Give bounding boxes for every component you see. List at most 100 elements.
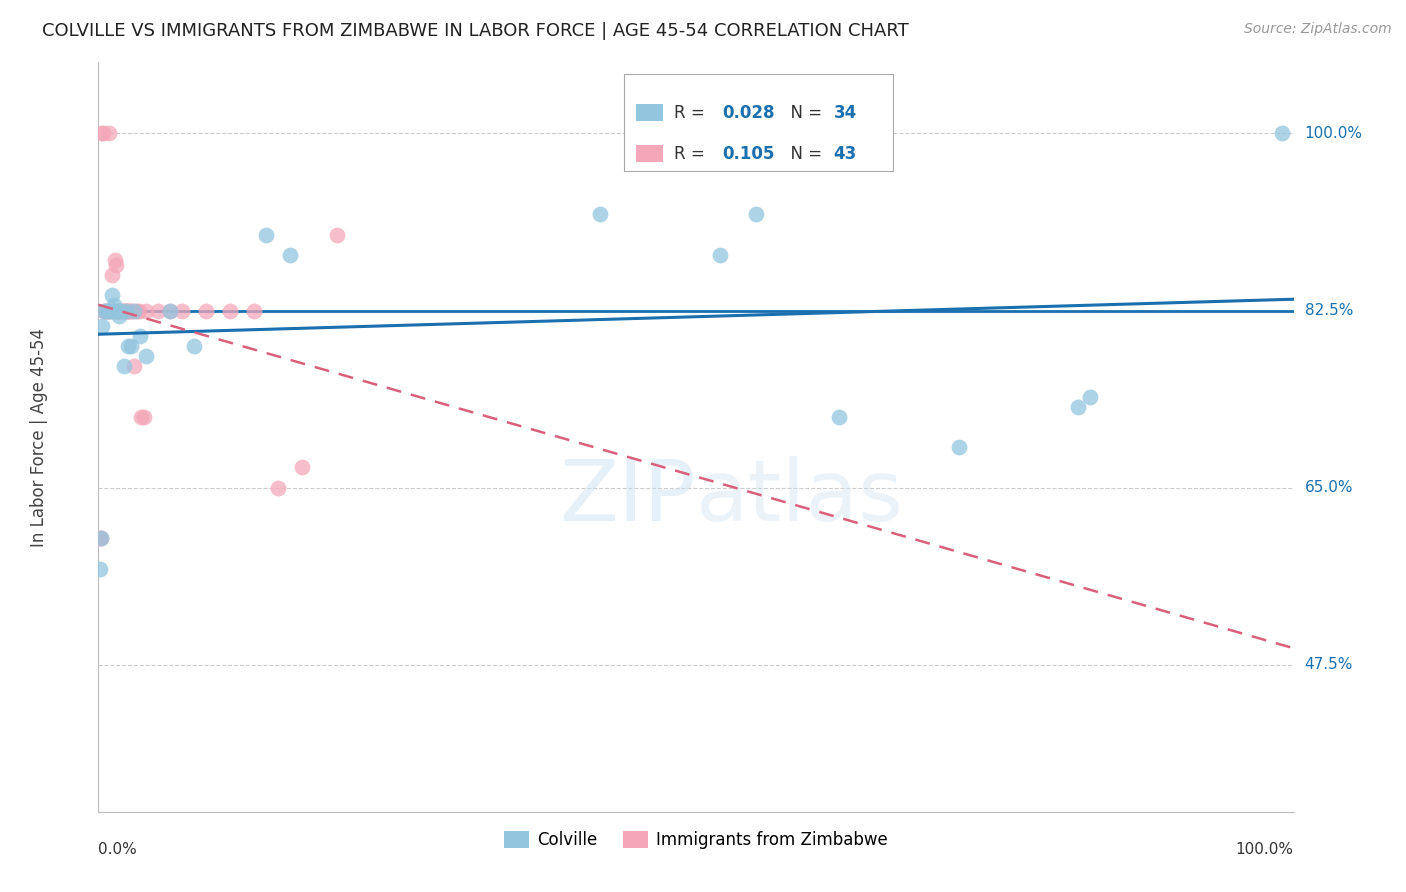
Point	[131, 409, 153, 424]
Point	[326, 227, 349, 242]
Point	[90, 532, 112, 546]
Point	[148, 303, 170, 318]
Point	[828, 409, 851, 424]
Point	[98, 303, 122, 318]
Point	[91, 126, 114, 140]
Point	[243, 303, 266, 318]
Point	[948, 440, 970, 454]
Point	[120, 339, 142, 353]
Point	[128, 303, 150, 318]
Point	[100, 288, 122, 302]
Point	[96, 303, 118, 318]
Point	[121, 303, 143, 318]
Point	[101, 303, 124, 318]
Point	[93, 303, 115, 318]
Point	[1271, 126, 1294, 140]
Point	[94, 303, 117, 318]
Point	[118, 303, 141, 318]
Point	[745, 207, 768, 221]
Point	[172, 303, 194, 318]
Text: 82.5%: 82.5%	[1305, 303, 1353, 318]
Point	[254, 227, 277, 242]
Point	[101, 303, 124, 318]
Legend: Colville, Immigrants from Zimbabwe: Colville, Immigrants from Zimbabwe	[498, 824, 894, 855]
Point	[89, 532, 111, 546]
Text: In Labor Force | Age 45-54: In Labor Force | Age 45-54	[30, 327, 48, 547]
Point	[98, 126, 121, 140]
Point	[91, 318, 114, 333]
Point	[98, 303, 122, 318]
Text: 100.0%: 100.0%	[1236, 842, 1294, 857]
Point	[124, 303, 146, 318]
Point	[159, 303, 181, 318]
FancyBboxPatch shape	[624, 74, 893, 171]
Point	[183, 339, 205, 353]
Point	[291, 460, 314, 475]
Point	[1080, 390, 1102, 404]
Point	[105, 303, 128, 318]
Point	[124, 359, 146, 374]
Point	[125, 303, 148, 318]
Point	[104, 303, 127, 318]
FancyBboxPatch shape	[637, 145, 662, 161]
Point	[98, 303, 121, 318]
Text: 47.5%: 47.5%	[1305, 657, 1353, 673]
Point	[115, 303, 138, 318]
Text: atlas: atlas	[696, 456, 904, 539]
Point	[107, 309, 129, 323]
Point	[115, 303, 138, 318]
Point	[97, 303, 120, 318]
Text: ZIP: ZIP	[560, 456, 696, 539]
Text: N =: N =	[780, 145, 827, 162]
Text: 34: 34	[834, 103, 856, 121]
Point	[112, 303, 135, 318]
Point	[267, 481, 290, 495]
Text: N =: N =	[780, 103, 827, 121]
Point	[110, 303, 132, 318]
Point	[105, 258, 128, 272]
Point	[132, 409, 155, 424]
Point	[93, 303, 115, 318]
FancyBboxPatch shape	[637, 104, 662, 121]
Text: R =: R =	[675, 145, 710, 162]
Point	[108, 303, 131, 318]
Point	[114, 303, 136, 318]
Point	[1067, 400, 1090, 414]
Text: 0.105: 0.105	[723, 145, 775, 162]
Point	[110, 303, 132, 318]
Point	[111, 303, 134, 318]
Text: 100.0%: 100.0%	[1305, 126, 1362, 141]
Point	[278, 248, 301, 262]
Text: 43: 43	[834, 145, 856, 162]
Text: 65.0%: 65.0%	[1305, 480, 1353, 495]
Point	[159, 303, 181, 318]
Point	[219, 303, 242, 318]
Point	[115, 303, 138, 318]
Point	[103, 303, 125, 318]
Text: Source: ZipAtlas.com: Source: ZipAtlas.com	[1244, 22, 1392, 37]
Point	[103, 298, 125, 312]
Point	[195, 303, 218, 318]
Point	[96, 303, 118, 318]
Point	[135, 349, 157, 363]
Point	[90, 532, 112, 546]
Point	[129, 328, 152, 343]
Point	[112, 359, 135, 374]
Point	[89, 562, 111, 576]
Point	[120, 303, 142, 318]
Point	[135, 303, 157, 318]
Point	[709, 248, 731, 262]
Text: 0.028: 0.028	[723, 103, 775, 121]
Point	[117, 303, 139, 318]
Point	[107, 303, 129, 318]
Text: COLVILLE VS IMMIGRANTS FROM ZIMBABWE IN LABOR FORCE | AGE 45-54 CORRELATION CHAR: COLVILLE VS IMMIGRANTS FROM ZIMBABWE IN …	[42, 22, 908, 40]
Point	[107, 303, 129, 318]
Point	[104, 252, 127, 267]
Point	[100, 268, 122, 282]
Point	[107, 303, 129, 318]
Point	[589, 207, 612, 221]
Text: 0.0%: 0.0%	[98, 842, 138, 857]
Point	[91, 126, 114, 140]
Text: R =: R =	[675, 103, 710, 121]
Point	[117, 339, 139, 353]
